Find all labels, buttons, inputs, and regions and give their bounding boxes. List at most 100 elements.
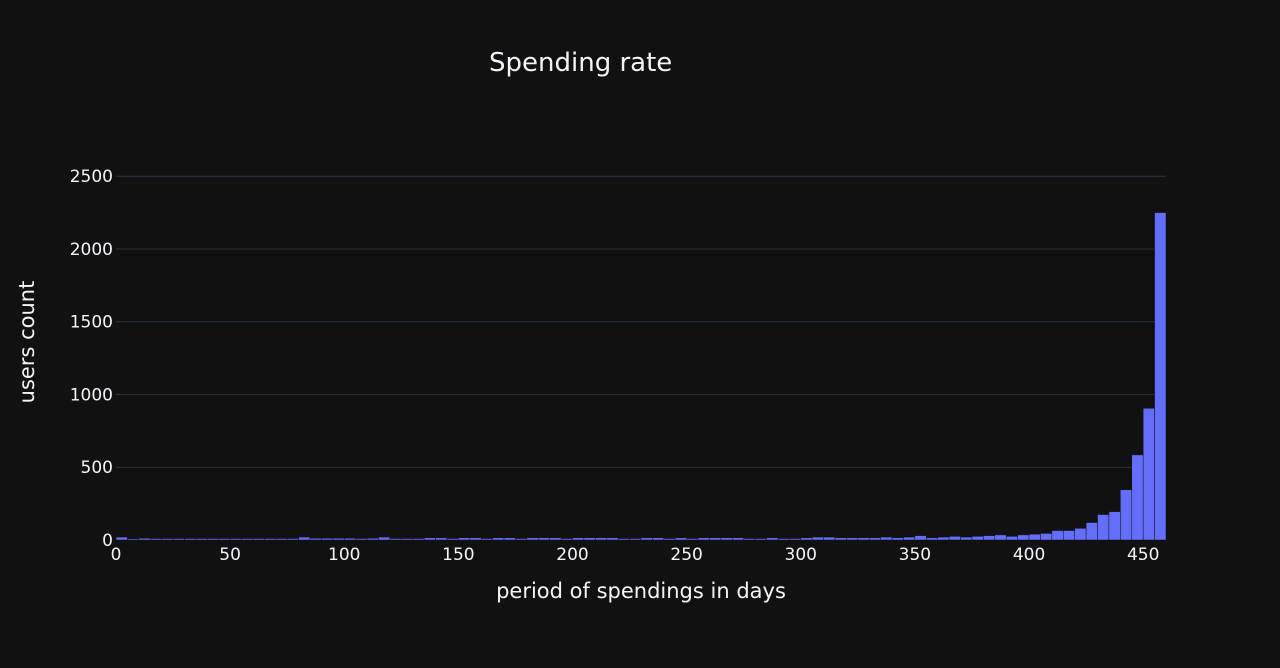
histogram-bar — [754, 538, 767, 541]
histogram-bar — [1108, 511, 1121, 541]
histogram-bar — [1074, 528, 1087, 541]
histogram-bar — [172, 538, 185, 541]
histogram-bar — [115, 536, 128, 541]
histogram-bar — [401, 538, 413, 541]
histogram-bar — [366, 538, 379, 541]
y-axis-ticks: 0 500 1000 1500 2000 2500 — [70, 167, 113, 551]
histogram-bar — [355, 538, 368, 541]
histogram-bar — [732, 537, 744, 541]
histogram-bar — [458, 537, 471, 541]
histogram-bar — [423, 537, 436, 541]
histogram-bar — [629, 538, 642, 541]
y-tick-label: 2000 — [70, 240, 113, 260]
histogram-bar — [275, 538, 288, 541]
histogram-bar — [378, 536, 391, 541]
x-tick-label: 350 — [899, 545, 931, 565]
histogram-bar — [503, 537, 516, 541]
histogram-bar — [149, 538, 162, 541]
histogram-bar — [572, 537, 585, 541]
histogram-bar — [241, 538, 254, 541]
histogram-bar — [435, 537, 448, 541]
histogram-bar — [480, 538, 493, 541]
bars — [115, 212, 1167, 541]
histogram-bar — [834, 537, 847, 541]
histogram-bar — [344, 538, 356, 541]
histogram-bar — [777, 538, 790, 541]
histogram-bar — [994, 534, 1007, 541]
x-tick-label: 100 — [328, 545, 360, 565]
histogram-bar — [264, 538, 277, 541]
x-tick-label: 450 — [1127, 545, 1159, 565]
grid-lines — [116, 175, 1166, 468]
histogram-bar — [1131, 454, 1144, 541]
histogram-bar — [846, 537, 859, 541]
histogram-bar — [321, 538, 334, 541]
y-tick-label: 1000 — [70, 385, 113, 405]
histogram-bar — [617, 538, 630, 541]
y-axis-label: users count — [15, 281, 39, 404]
histogram-bar — [640, 537, 653, 541]
histogram-bar — [1120, 489, 1133, 541]
histogram-bar — [880, 536, 893, 541]
histogram-bar — [549, 537, 562, 541]
histogram-bar — [663, 538, 676, 541]
histogram-bar — [1085, 522, 1098, 541]
x-axis-ticks: 0 50 100 150 200 250 300 350 400 450 — [111, 545, 1160, 565]
histogram-bar — [184, 538, 197, 541]
histogram-bar — [674, 537, 687, 541]
x-axis-label: period of spendings in days — [496, 579, 786, 603]
histogram-bar — [686, 538, 699, 541]
histogram-bar — [286, 538, 299, 541]
histogram-bar — [161, 538, 174, 541]
histogram-bar — [891, 537, 904, 541]
x-tick-label: 50 — [219, 545, 241, 565]
histogram-bar — [195, 538, 208, 541]
x-tick-label: 150 — [442, 545, 474, 565]
histogram-bar — [857, 537, 870, 541]
x-tick-label: 200 — [556, 545, 588, 565]
histogram-bar — [207, 538, 219, 541]
histogram-bar — [309, 538, 322, 541]
histogram-bar — [1040, 533, 1053, 541]
histogram-bar — [983, 535, 996, 541]
histogram-bar — [697, 537, 710, 541]
histogram-bar — [869, 537, 881, 541]
histogram-bar — [1051, 530, 1064, 541]
histogram-bar — [823, 536, 836, 541]
histogram-bar — [595, 537, 608, 541]
histogram-bar — [971, 536, 984, 541]
histogram-bar — [332, 538, 345, 541]
histogram-bar — [720, 537, 733, 541]
y-tick-label: 500 — [81, 458, 113, 478]
histogram-bar — [709, 537, 722, 541]
histogram-bar — [1005, 536, 1018, 541]
histogram-bar — [937, 536, 950, 541]
histogram-bar — [1142, 408, 1155, 541]
histogram-bar — [766, 537, 779, 541]
histogram-bar — [526, 537, 539, 541]
histogram-bar — [469, 537, 482, 541]
histogram-bar — [138, 538, 151, 541]
histogram-bar — [652, 537, 665, 541]
histogram-bar — [1017, 534, 1030, 541]
chart-title: Spending rate — [489, 48, 672, 78]
histogram-bar — [948, 536, 961, 541]
histogram-bar — [389, 538, 402, 541]
histogram-bar — [492, 537, 505, 541]
histogram-bar — [229, 538, 242, 541]
histogram-bar — [743, 538, 756, 541]
histogram-bar — [789, 538, 802, 541]
histogram-bar — [218, 538, 231, 541]
y-tick-label: 2500 — [70, 167, 113, 187]
histogram-bar — [914, 535, 927, 541]
histogram-bar — [606, 537, 619, 541]
histogram-bar — [515, 538, 528, 541]
histogram-bar — [538, 537, 550, 541]
histogram-bar — [412, 538, 425, 541]
x-tick-label: 400 — [1013, 545, 1045, 565]
histogram-bar — [1097, 514, 1110, 541]
y-tick-label: 0 — [102, 531, 113, 551]
